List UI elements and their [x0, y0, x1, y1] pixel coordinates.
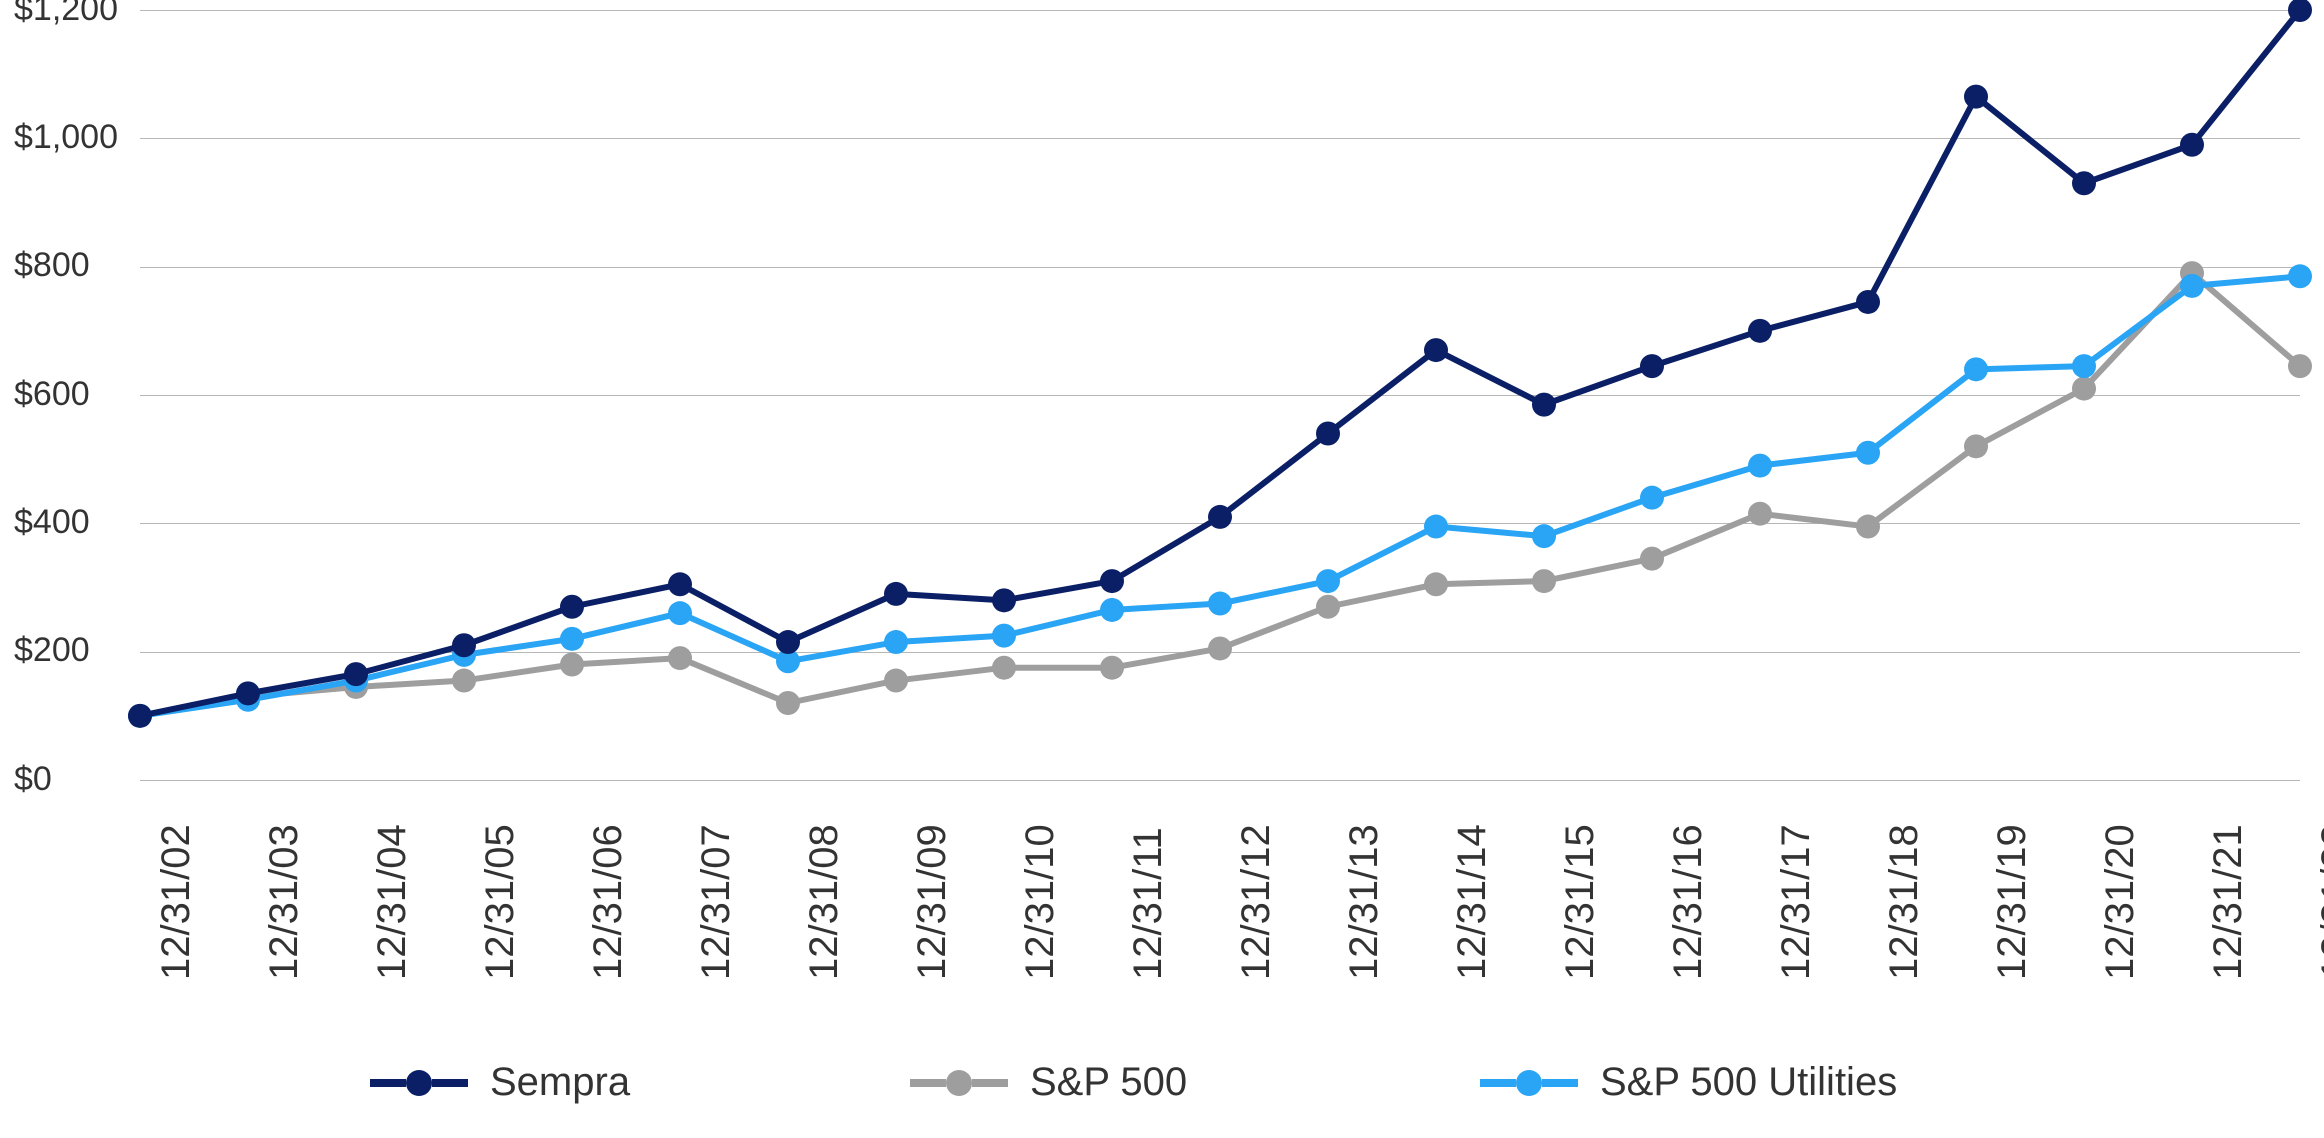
series-marker	[2072, 354, 2096, 378]
series-marker	[1640, 354, 1664, 378]
series-marker	[668, 572, 692, 596]
series-marker	[2288, 354, 2312, 378]
series-marker	[1964, 85, 1988, 109]
series-marker	[452, 669, 476, 693]
plot-svg	[0, 0, 2324, 1138]
series-marker	[1424, 338, 1448, 362]
legend-label: S&P 500 Utilities	[1600, 1060, 1897, 1105]
legend-swatch-marker	[946, 1070, 972, 1096]
series-marker	[560, 653, 584, 677]
series-marker	[1748, 319, 1772, 343]
series-marker	[1424, 572, 1448, 596]
series-marker	[1208, 636, 1232, 660]
series-marker	[992, 656, 1016, 680]
legend-item-s-p-500-utilities: S&P 500 Utilities	[1480, 1060, 1897, 1105]
legend-swatch-line	[1542, 1079, 1578, 1087]
series-marker	[776, 630, 800, 654]
series-marker	[776, 691, 800, 715]
series-marker	[992, 624, 1016, 648]
series-marker	[344, 662, 368, 686]
series-marker	[1316, 422, 1340, 446]
cumulative-return-chart: $0$200$400$600$800$1,000$1,20012/31/0212…	[0, 0, 2324, 1138]
series-marker	[884, 669, 908, 693]
series-marker	[884, 582, 908, 606]
series-marker	[1316, 569, 1340, 593]
series-marker	[560, 595, 584, 619]
legend-swatch-line	[910, 1079, 946, 1087]
series-marker	[1856, 290, 1880, 314]
legend-label: S&P 500	[1030, 1060, 1187, 1105]
series-marker	[1532, 393, 1556, 417]
series-marker	[1424, 515, 1448, 539]
legend-swatch-line	[972, 1079, 1008, 1087]
series-marker	[1316, 595, 1340, 619]
legend-item-s-p-500: S&P 500	[910, 1060, 1187, 1105]
legend-label: Sempra	[490, 1060, 630, 1105]
legend-swatch-line	[432, 1079, 468, 1087]
series-marker	[1208, 505, 1232, 529]
series-marker	[668, 646, 692, 670]
legend-swatch-line	[1480, 1079, 1516, 1087]
series-marker	[452, 633, 476, 657]
series-marker	[236, 681, 260, 705]
series-marker	[1532, 524, 1556, 548]
legend-swatch-line	[370, 1079, 406, 1087]
series-marker	[1100, 598, 1124, 622]
series-marker	[128, 704, 152, 728]
series-marker	[992, 588, 1016, 612]
series-marker	[2072, 171, 2096, 195]
series-marker	[884, 630, 908, 654]
legend-swatch-marker	[1516, 1070, 1542, 1096]
series-marker	[2180, 274, 2204, 298]
series-marker	[1640, 486, 1664, 510]
series-marker	[1532, 569, 1556, 593]
series-marker	[1100, 569, 1124, 593]
series-marker	[2180, 133, 2204, 157]
series-marker	[560, 627, 584, 651]
series-marker	[1964, 357, 1988, 381]
series-marker	[1748, 454, 1772, 478]
series-marker	[1208, 592, 1232, 616]
series-marker	[668, 601, 692, 625]
legend-swatch-marker	[406, 1070, 432, 1096]
series-marker	[1964, 434, 1988, 458]
series-marker	[2072, 377, 2096, 401]
legend-item-sempra: Sempra	[370, 1060, 630, 1105]
series-marker	[1856, 515, 1880, 539]
series-marker	[2288, 264, 2312, 288]
series-marker	[1640, 547, 1664, 571]
series-marker	[1856, 441, 1880, 465]
series-marker	[1100, 656, 1124, 680]
series-marker	[1748, 502, 1772, 526]
